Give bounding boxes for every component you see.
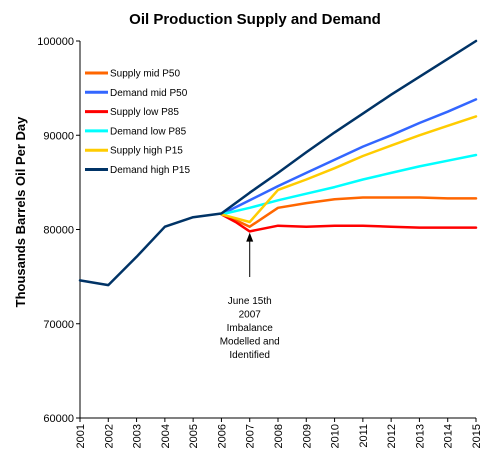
x-tick-label: 2014 [443, 424, 455, 448]
series-line-2 [220, 213, 478, 233]
axes: 60000 70000 80000 90000 100000 2001 2002 2003 20… [37, 36, 483, 448]
y-tick-label: 80000 [43, 225, 74, 237]
y-axis-label: Thousands Barrels Oil Per Day [13, 116, 28, 308]
x-tick-label: 2004 [160, 424, 172, 448]
x-tick-label: 2008 [273, 424, 285, 448]
x-tick-label: 2012 [386, 424, 398, 448]
x-tick-label: 2005 [188, 424, 200, 448]
legend-label-3: Demand low P85 [110, 126, 187, 137]
y-tick-label: 70000 [43, 319, 74, 331]
legend-label-4: Supply high P15 [110, 146, 183, 157]
chart-title: Oil Production Supply and Demand [129, 11, 381, 28]
series-layer [78, 39, 478, 287]
annotation-line-2: Imbalance [227, 323, 274, 334]
series-line-3 [220, 153, 478, 216]
annotation-line-4: Identified [229, 350, 270, 361]
annotation: June 15th 2007 Imbalance Modelled and Identi… [220, 232, 280, 361]
annotation-line-0: June 15th [228, 296, 272, 307]
legend-label-1: Demand mid P50 [110, 88, 188, 99]
legend-label-0: Supply mid P50 [110, 69, 180, 80]
y-tick-label: 100000 [37, 36, 74, 48]
series-line-1 [220, 98, 478, 216]
x-tick-label: 2001 [75, 424, 87, 448]
annotation-arrow-head [246, 232, 254, 242]
y-tick-label: 60000 [43, 413, 74, 425]
x-tick-label: 2009 [301, 424, 313, 448]
x-tick-label: 2015 [471, 424, 483, 448]
legend: Supply mid P50 Demand mid P50 Supply low P… [85, 69, 190, 176]
x-tick-label: 2006 [216, 424, 228, 448]
series-line-0 [220, 196, 478, 228]
series-line-4 [220, 115, 478, 224]
x-tick-label: 2013 [414, 424, 426, 448]
x-tick-label: 2003 [132, 424, 144, 448]
annotation-line-1: 2007 [239, 310, 262, 321]
legend-label-2: Supply low P85 [110, 107, 179, 118]
legend-label-5: Demand high P15 [110, 165, 190, 176]
x-tick-label: 2011 [358, 424, 370, 448]
x-tick-label: 2007 [245, 424, 257, 448]
x-tick-label: 2010 [330, 424, 342, 448]
annotation-line-3: Modelled and [220, 337, 280, 348]
x-tick-label: 2002 [103, 424, 115, 448]
series-line-5 [78, 39, 478, 287]
y-tick-label: 90000 [43, 130, 74, 142]
